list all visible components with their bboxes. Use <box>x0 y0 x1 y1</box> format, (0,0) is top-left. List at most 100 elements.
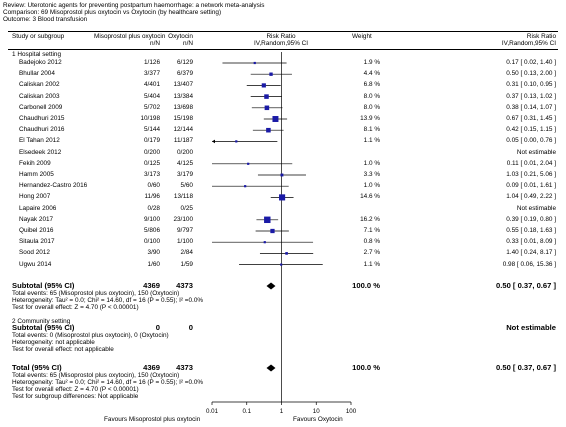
group-community-title: 2 Community setting <box>12 318 71 325</box>
study-name: Bhullar 2004 <box>19 70 55 78</box>
study-ci: Not estimable <box>516 204 556 212</box>
study-ci-arrow <box>212 139 215 144</box>
study-exp-events: 3/173 <box>144 171 160 178</box>
study-name: Ugwu 2014 <box>19 260 52 268</box>
subtotal-hospital-label: Subtotal (95% CI) <box>12 281 75 290</box>
study-name: Sood 2012 <box>19 249 50 257</box>
study-ci: 0.55 [ 0.18, 1.63 ] <box>506 227 556 234</box>
study-ci: 1.04 [ 0.49, 2.22 ] <box>506 193 556 201</box>
study-point-box <box>253 61 256 65</box>
study-name: Sitaula 2017 <box>19 238 55 246</box>
total-diamond <box>266 364 276 372</box>
study-point-box <box>261 83 266 88</box>
study-name: El Tahan 2012 <box>19 137 60 145</box>
x-tick-label: 1 <box>280 408 284 415</box>
study-name: Quibel 2016 <box>19 227 54 234</box>
study-weight: 1.0 % <box>363 159 380 167</box>
study-weight: 1.9 % <box>363 59 380 66</box>
study-name: Carbonell 2009 <box>19 103 63 111</box>
study-point-box <box>269 72 273 76</box>
study-name: Caliskan 2003 <box>19 92 60 100</box>
study-ctl-events: 23/100 <box>173 215 193 223</box>
study-ci: 0.33 [ 0.01, 8.09 ] <box>506 238 556 246</box>
study-point-box <box>247 162 250 165</box>
study-ci: Not estimable <box>516 148 556 156</box>
study-name: Fekih 2009 <box>19 159 51 167</box>
study-ctl-events: 6/129 <box>177 59 193 66</box>
study-ctl-events: 0/200 <box>177 148 193 156</box>
x-tick-label: 0.1 <box>242 408 251 415</box>
study-ctl-events: 2/84 <box>180 249 193 257</box>
study-exp-events: 11/96 <box>144 193 160 201</box>
total-weight: 100.0 % <box>352 363 380 372</box>
subtotal-community-heterogeneity: Heterogeneity: not applicable <box>12 339 95 346</box>
study-exp-events: 0/125 <box>144 159 160 167</box>
study-exp-events: 5/806 <box>144 227 160 234</box>
study-weight: 14.6 % <box>360 193 380 201</box>
study-weight: 13.9 % <box>360 115 380 122</box>
study-ctl-events: 11/187 <box>173 137 193 145</box>
study-weight: 4.4 % <box>363 70 380 78</box>
study-ctl-events: 13/118 <box>173 193 193 201</box>
study-ctl-events: 4/125 <box>177 159 193 167</box>
study-point-box <box>264 94 269 99</box>
subgroup-differences-test: Test for subgroup differences: Not appli… <box>12 393 139 400</box>
study-exp-events: 0/100 <box>144 238 160 246</box>
study-ci: 0.67 [ 0.31, 1.45 ] <box>506 115 556 122</box>
study-ctl-events: 9/797 <box>177 227 193 234</box>
study-weight: 16.2 % <box>360 215 380 223</box>
study-exp-events: 0/28 <box>147 204 160 212</box>
study-name: Chaudhuri 2015 <box>19 115 65 122</box>
study-name: Hernandez-Castro 2016 <box>19 182 88 190</box>
x-tick-label: 0.01 <box>206 408 219 415</box>
subtotal-hospital-exp: 4369 <box>143 281 160 290</box>
study-ci: 0.42 [ 0.15, 1.15 ] <box>506 126 556 134</box>
x-tick-label: 10 <box>313 408 320 415</box>
study-exp-events: 4/401 <box>144 81 160 89</box>
study-weight: 6.8 % <box>363 81 380 89</box>
subtotal-community-events: Total events: 0 (Misoprostol plus oxytoc… <box>12 332 169 339</box>
study-name: Chaudhuri 2016 <box>19 126 65 134</box>
study-exp-events: 0/179 <box>144 137 160 145</box>
col-exp-subheader: n/N <box>150 40 160 47</box>
col-rr2-subheader: IV,Random,95% CI <box>501 40 556 47</box>
study-ctl-events: 15/198 <box>173 115 193 122</box>
study-weight: 8.0 % <box>363 103 380 111</box>
total-exp: 4369 <box>143 363 160 372</box>
col-study-header: Study or subgroup <box>12 33 65 40</box>
study-exp-events: 0/60 <box>147 182 160 190</box>
study-ci: 0.98 [ 0.06, 15.36 ] <box>502 260 556 268</box>
col-ctl-header: Oxytocin <box>168 33 193 40</box>
study-ctl-events: 1/59 <box>180 260 193 268</box>
study-exp-events: 10/198 <box>140 115 160 122</box>
x-tick-label: 100 <box>346 408 357 415</box>
outcome-title: Outcome: 3 Blood transfusion <box>3 16 88 23</box>
study-ci: 0.37 [ 0.13, 1.02 ] <box>506 92 556 100</box>
col-rr2-header: Risk Ratio <box>526 33 556 40</box>
study-point-box <box>285 252 288 255</box>
study-point-box <box>279 194 286 201</box>
study-exp-events: 5/144 <box>144 126 160 134</box>
study-name: Nayak 2017 <box>19 215 54 223</box>
comparison-title: Comparison: 69 Misoprostol plus oxytocin… <box>3 9 222 16</box>
total-ctl: 4373 <box>176 363 193 372</box>
subtotal-hospital-weight: 100.0 % <box>352 281 380 290</box>
study-name: Badejoko 2012 <box>19 59 62 66</box>
study-point-box <box>270 228 275 234</box>
study-exp-events: 0/200 <box>144 148 160 156</box>
study-point-box <box>263 241 266 244</box>
subtotal-hospital-diamond <box>266 282 276 290</box>
study-point-box <box>272 116 279 122</box>
study-ctl-events: 13/407 <box>173 81 193 89</box>
col-exp-header: Misoprostol plus oxytocin <box>94 33 166 40</box>
study-point-box <box>244 185 247 188</box>
study-ci: 1.40 [ 0.24, 8.17 ] <box>506 249 556 257</box>
study-ci: 0.38 [ 0.14, 1.07 ] <box>506 103 556 111</box>
favours-left-label: Favours Misoprostol plus oxytocin <box>104 416 201 423</box>
study-name: Elsedeek 2012 <box>19 148 62 156</box>
subtotal-hospital-effect-test: Test for overall effect: Z = 4.70 (P < 0… <box>12 304 139 311</box>
favours-right-label: Favours Oxytocin <box>293 416 343 423</box>
col-rr-subheader: IV,Random,95% CI <box>253 40 309 47</box>
study-name: Hong 2007 <box>19 193 51 201</box>
